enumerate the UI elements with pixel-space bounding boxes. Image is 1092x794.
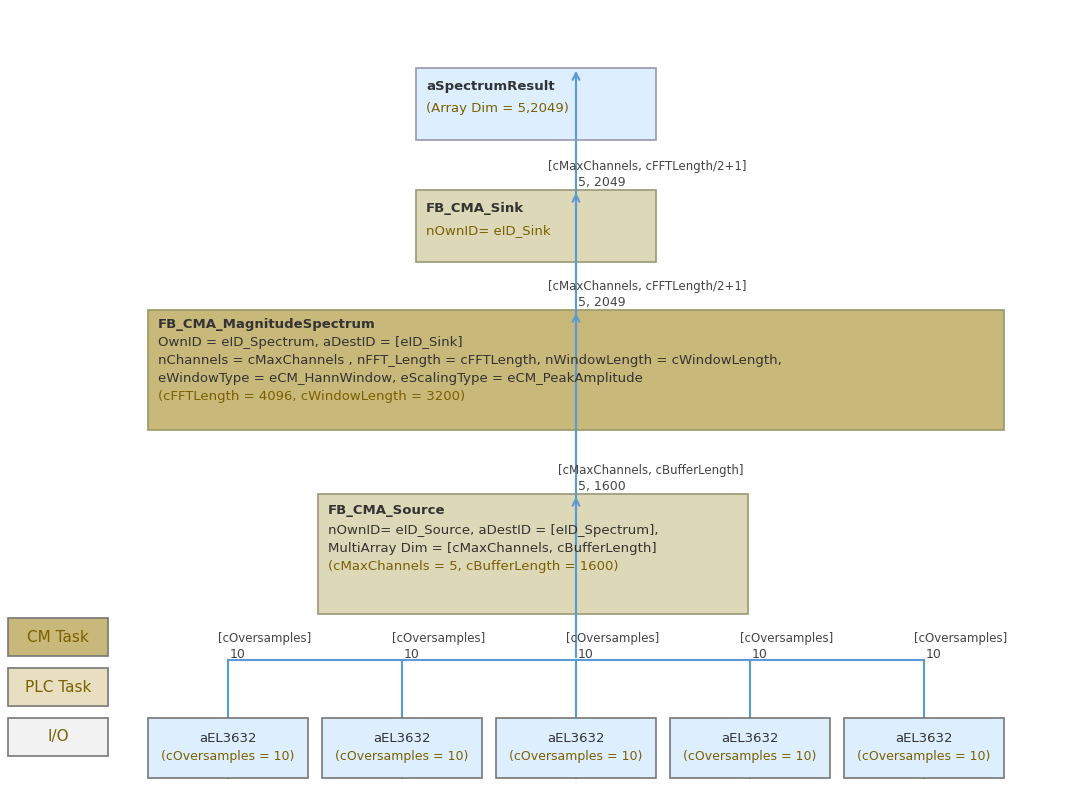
Text: [cMaxChannels, cFFTLength/2+1]: [cMaxChannels, cFFTLength/2+1] [548,280,747,293]
Bar [8,718,108,756]
Text: FB_CMA_Source: FB_CMA_Source [328,504,446,517]
Text: (cOversamples = 10): (cOversamples = 10) [162,750,295,763]
Text: [cOversamples]: [cOversamples] [914,632,1007,645]
Text: FB_CMA_Sink: FB_CMA_Sink [426,202,524,215]
Text: 10: 10 [926,648,942,661]
Bar [416,190,656,262]
Text: aSpectrumResult: aSpectrumResult [426,80,555,93]
Text: OwnID = eID_Spectrum, aDestID = [eID_Sink]: OwnID = eID_Spectrum, aDestID = [eID_Sin… [158,336,463,349]
Text: I/O: I/O [47,730,69,745]
Text: nOwnID= eID_Source, aDestID = [eID_Spectrum],: nOwnID= eID_Source, aDestID = [eID_Spect… [328,524,658,537]
Text: [cOversamples]: [cOversamples] [392,632,485,645]
Text: (cOversamples = 10): (cOversamples = 10) [335,750,468,763]
Text: 5, 1600: 5, 1600 [578,480,626,493]
Text: 5, 2049: 5, 2049 [578,176,626,189]
Text: aEL3632: aEL3632 [373,732,430,745]
Text: (cOversamples = 10): (cOversamples = 10) [509,750,643,763]
Bar [416,68,656,140]
Text: [cMaxChannels, cFFTLength/2+1]: [cMaxChannels, cFFTLength/2+1] [548,160,747,173]
Text: [cOversamples]: [cOversamples] [740,632,833,645]
Text: aEL3632: aEL3632 [199,732,257,745]
Bar [8,618,108,656]
Text: nOwnID= eID_Sink: nOwnID= eID_Sink [426,224,550,237]
Text: 10: 10 [752,648,768,661]
Text: 10: 10 [230,648,246,661]
Text: eWindowType = eCM_HannWindow, eScalingType = eCM_PeakAmplitude: eWindowType = eCM_HannWindow, eScalingTy… [158,372,643,385]
Bar [318,494,748,614]
Text: (cOversamples = 10): (cOversamples = 10) [857,750,990,763]
Text: [cOversamples]: [cOversamples] [566,632,660,645]
Text: (cOversamples = 10): (cOversamples = 10) [684,750,817,763]
Text: (cMaxChannels = 5, cBufferLength = 1600): (cMaxChannels = 5, cBufferLength = 1600) [328,560,618,573]
Bar [670,718,830,778]
Text: 10: 10 [404,648,420,661]
Bar [8,668,108,706]
Text: aEL3632: aEL3632 [547,732,605,745]
Bar [149,310,1004,430]
Text: [cMaxChannels, cBufferLength]: [cMaxChannels, cBufferLength] [558,464,744,477]
Bar [496,718,656,778]
Text: 5, 2049: 5, 2049 [578,296,626,309]
Text: nChannels = cMaxChannels , nFFT_Length = cFFTLength, nWindowLength = cWindowLeng: nChannels = cMaxChannels , nFFT_Length =… [158,354,782,367]
Text: [cOversamples]: [cOversamples] [218,632,311,645]
Text: FB_CMA_MagnitudeSpectrum: FB_CMA_MagnitudeSpectrum [158,318,376,331]
Text: 10: 10 [578,648,594,661]
Text: aEL3632: aEL3632 [721,732,779,745]
Text: CM Task: CM Task [27,630,88,645]
Bar [322,718,482,778]
Text: PLC Task: PLC Task [25,680,92,695]
Text: (cFFTLength = 4096, cWindowLength = 3200): (cFFTLength = 4096, cWindowLength = 3200… [158,390,465,403]
Text: (Array Dim = 5,2049): (Array Dim = 5,2049) [426,102,569,115]
Text: aEL3632: aEL3632 [895,732,952,745]
Text: MultiArray Dim = [cMaxChannels, cBufferLength]: MultiArray Dim = [cMaxChannels, cBufferL… [328,542,656,555]
Bar [149,718,308,778]
Bar [844,718,1004,778]
